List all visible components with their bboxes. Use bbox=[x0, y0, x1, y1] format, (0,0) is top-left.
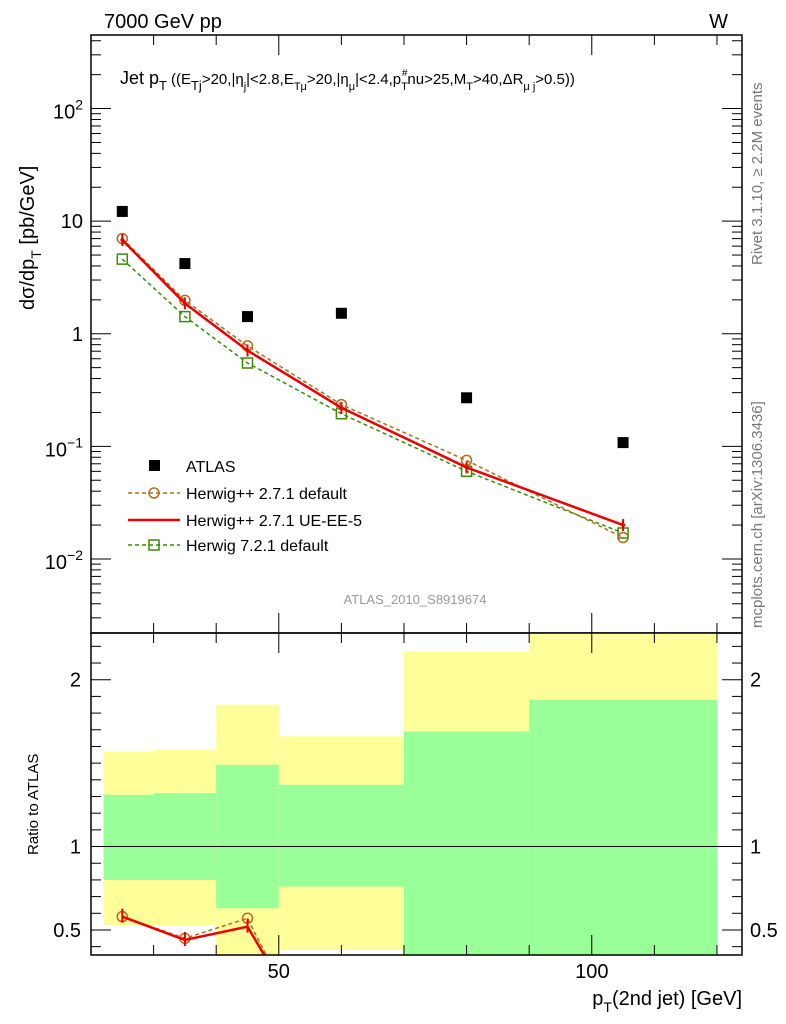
atlas-point bbox=[241, 311, 253, 323]
legend-atlas-marker bbox=[149, 460, 160, 471]
ratio-axis: 0.5 0.5 1 1 2 2 50 100 bbox=[53, 633, 778, 983]
ratio-bands bbox=[103, 633, 717, 955]
atlas-point bbox=[179, 258, 191, 270]
uncertainty-band-inner bbox=[216, 764, 279, 909]
atlas-point bbox=[461, 392, 473, 404]
ratio-herwigpp-default-line bbox=[122, 915, 267, 956]
ratio-y-tick-label: 2 bbox=[70, 670, 81, 692]
y-tick-label: 10−2 bbox=[45, 547, 83, 574]
main-panel: 102 10 1 10−1 10−2 Jet pT ((ETj>20,|ηj|<2.8,E… bbox=[17, 34, 743, 634]
herwig72-point bbox=[179, 310, 191, 323]
energy-label: 7000 GeV pp bbox=[104, 11, 222, 33]
y-tick-label: 1 bbox=[72, 324, 83, 346]
herwigpp-default-point bbox=[617, 531, 629, 544]
y-tick-label: 10 bbox=[61, 211, 83, 233]
ratio-y-axis-label: Ratio to ATLAS bbox=[25, 754, 42, 855]
herwigpp-ueee5-point bbox=[182, 301, 187, 306]
ratio-frame bbox=[90, 632, 743, 956]
x-tick-label: 100 bbox=[575, 961, 608, 983]
ratio-panel: 0.5 0.5 1 1 2 2 50 100 Ratio to ATLAS pT(2nd je… bbox=[25, 632, 778, 1015]
process-label: W bbox=[709, 11, 728, 33]
atlas-point bbox=[116, 205, 128, 217]
uncertainty-band-inner bbox=[278, 784, 404, 887]
uncertainty-band-inner bbox=[529, 699, 717, 955]
rivet-label: Rivet 3.1.10, ≥ 2.2M events bbox=[749, 83, 766, 266]
ratio-y-tick-label: 1 bbox=[70, 837, 81, 859]
legend-herwigpp-default-marker bbox=[148, 487, 160, 499]
atlas-point bbox=[335, 307, 347, 319]
ratio-y-tick-label-right: 1 bbox=[750, 837, 761, 859]
legend-herwig72-label: Herwig 7.2.1 default bbox=[186, 538, 329, 555]
herwigpp-ueee5-point bbox=[339, 405, 344, 410]
plot-title: Jet pT ((ETj>20,|ηj|<2.8,ETμ>20,|ημ|<2.4,… bbox=[120, 68, 575, 93]
ratio-y-tick-label-right: 2 bbox=[750, 670, 761, 692]
herwigpp-ueee5-point bbox=[245, 348, 250, 353]
legend-atlas-label: ATLAS bbox=[186, 459, 236, 476]
analysis-id: ATLAS_2010_S8919674 bbox=[344, 592, 487, 607]
y-tick-label: 10−1 bbox=[45, 434, 83, 461]
herwig72-line bbox=[121, 258, 624, 534]
herwigpp-ueee5-point bbox=[120, 238, 125, 243]
herwig72-point bbox=[241, 357, 254, 369]
main-marks bbox=[116, 205, 629, 544]
y-tick-label: 102 bbox=[53, 97, 83, 124]
legend-herwig72-marker bbox=[148, 539, 160, 551]
herwig72-point bbox=[116, 253, 129, 265]
x-tick-label: 50 bbox=[268, 961, 290, 983]
mcplots-label: mcplots.cern.ch [arXiv:1306.3436] bbox=[749, 401, 766, 628]
ratio-marks bbox=[91, 846, 742, 956]
uncertainty-band-inner bbox=[153, 793, 217, 880]
herwigpp-ueee5-point bbox=[621, 523, 626, 528]
herwigpp-ueee5-point bbox=[464, 465, 469, 470]
ratio-herwigpp-ueee5-line bbox=[121, 915, 266, 956]
atlas-point bbox=[617, 437, 629, 449]
uncertainty-band-inner bbox=[103, 794, 154, 880]
y-axis-label: dσ/dpT [pb/GeV] bbox=[17, 166, 44, 310]
legend-herwigpp-default-label: Herwig++ 2.7.1 default bbox=[186, 486, 348, 503]
ratio-y-tick-label: 0.5 bbox=[53, 920, 81, 942]
uncertainty-band-inner bbox=[403, 731, 530, 955]
herwigpp-ueee5-line bbox=[121, 239, 624, 527]
ratio-y-tick-label-right: 0.5 bbox=[750, 920, 778, 942]
legend: ATLAS Herwig++ 2.7.1 default Herwig++ 2.… bbox=[128, 459, 362, 555]
herwigpp-default-line bbox=[121, 238, 624, 539]
legend-herwigpp-ueee5-label: Herwig++ 2.7.1 UE-EE-5 bbox=[186, 513, 362, 530]
main-axis: 102 10 1 10−1 10−2 bbox=[45, 35, 742, 633]
x-axis-label: pT(2nd jet) [GeV] bbox=[592, 988, 742, 1015]
